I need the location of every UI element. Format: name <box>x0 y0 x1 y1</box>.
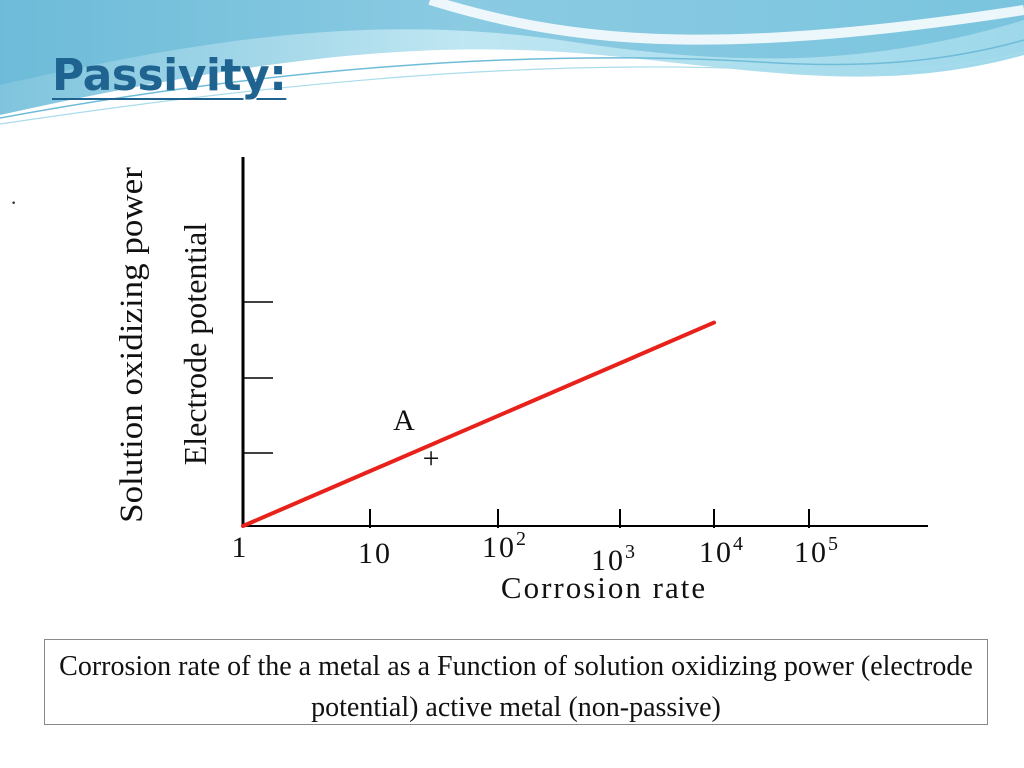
x-axis-label: Corrosion rate <box>501 570 707 605</box>
banner-line-1 <box>0 39 1024 119</box>
x-tick-label: 10 <box>358 537 392 570</box>
x-tick-label: 104 <box>699 533 745 569</box>
x-tick-label: 102 <box>482 528 528 564</box>
x-tick-label: 105 <box>794 533 840 569</box>
bullet-dot: · <box>10 190 18 215</box>
series-line <box>241 320 716 528</box>
caption-box: Corrosion rate of the a metal as a Funct… <box>44 639 988 725</box>
annotation-marker: + <box>423 442 440 475</box>
banner-wave-front <box>0 0 1024 85</box>
slide-title: Passivity: <box>52 50 287 101</box>
figure-caption: Corrosion rate of the a metal as a Funct… <box>59 651 973 723</box>
x-tick-label: 1 <box>232 531 249 564</box>
figure-panel <box>25 128 985 618</box>
y-axis-label-1: Solution oxidizing power <box>114 167 150 523</box>
y-axis-label-2: Electrode potential <box>177 223 213 466</box>
annotation-label: A <box>393 404 415 437</box>
x-tick-label: 103 <box>591 541 637 577</box>
banner-line-2 <box>0 51 1024 125</box>
header-banner <box>0 0 1024 125</box>
banner-highlight <box>428 0 1024 45</box>
